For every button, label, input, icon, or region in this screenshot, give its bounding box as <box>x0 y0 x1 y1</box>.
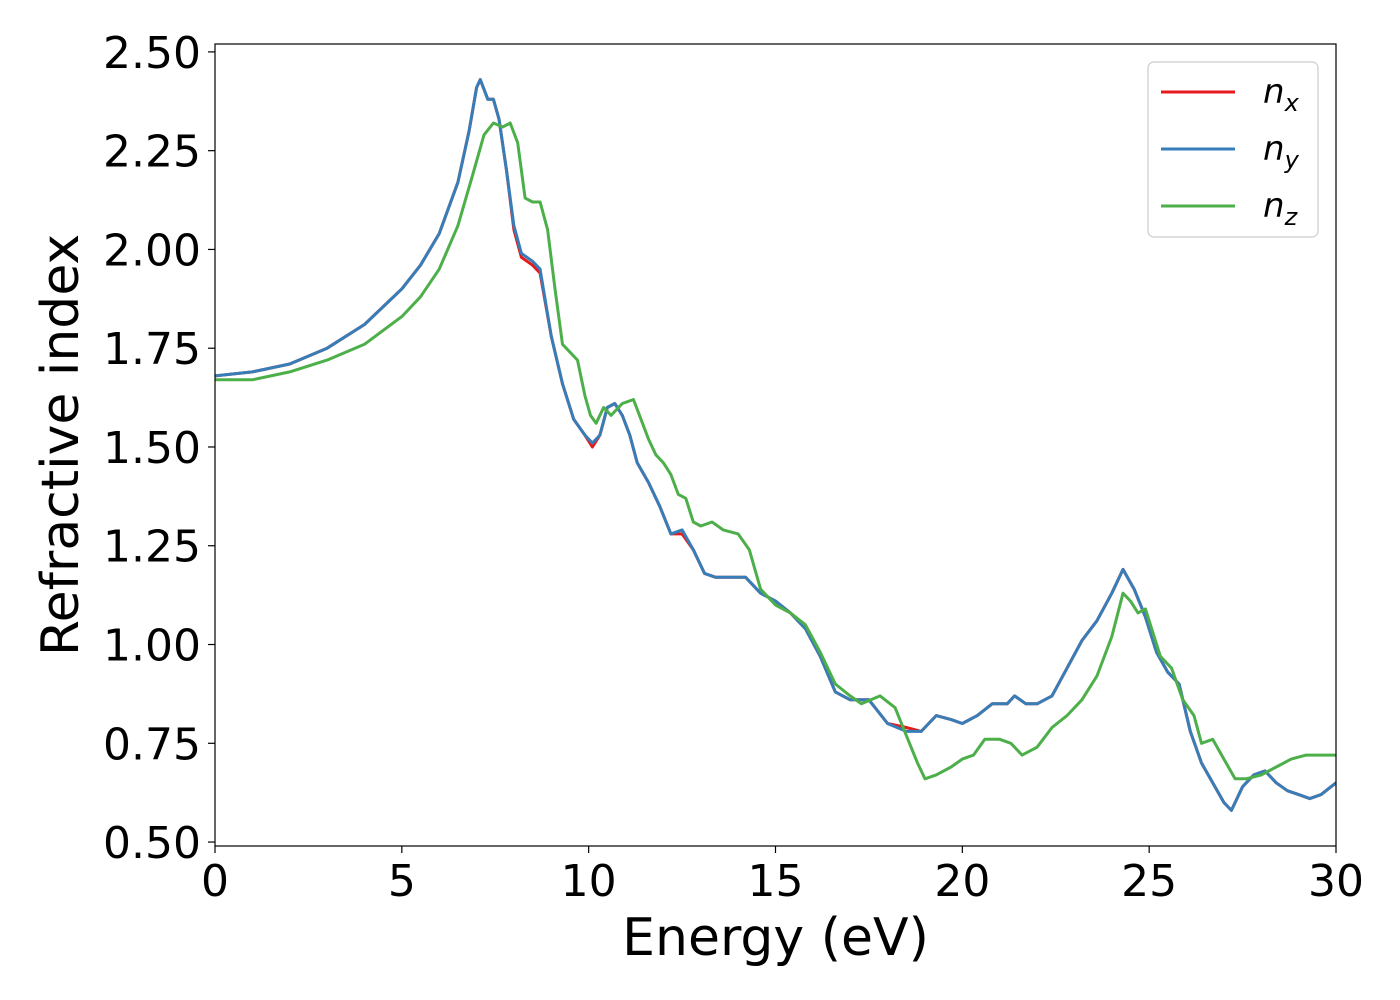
legend: nx ny nz <box>1147 61 1319 238</box>
y-tick-label: 1.25 <box>103 522 201 573</box>
x-tick-label: 20 <box>934 856 990 907</box>
legend-label-ny: ny <box>1263 129 1300 174</box>
y-tick-label: 1.00 <box>103 621 201 672</box>
x-tick-label: 0 <box>201 856 229 907</box>
y-axis: 0.50 0.75 1.00 1.25 1.50 1.75 2.00 2.25 2.50 <box>103 28 215 869</box>
legend-label-nz: nz <box>1263 186 1299 231</box>
x-tick-label: 10 <box>561 856 617 907</box>
x-tick-label: 30 <box>1308 856 1364 907</box>
series-layer <box>215 78 1336 812</box>
x-axis: 0 5 10 15 20 25 30 <box>201 846 1364 907</box>
y-tick-label: 2.50 <box>103 28 201 79</box>
y-tick-label: 0.75 <box>103 719 201 770</box>
legend-label-nx: nx <box>1263 72 1300 117</box>
series-line-nz <box>215 121 1336 781</box>
x-tick-label: 15 <box>748 856 804 907</box>
y-tick-label: 2.25 <box>103 127 201 178</box>
x-axis-title: Energy (eV) <box>622 908 929 968</box>
x-tick-label: 5 <box>388 856 416 907</box>
y-axis-title: Refractive index <box>31 234 91 656</box>
y-tick-label: 1.75 <box>103 324 201 375</box>
x-tick-label: 25 <box>1121 856 1177 907</box>
y-tick-label: 0.50 <box>103 818 201 869</box>
y-tick-label: 2.00 <box>103 225 201 276</box>
y-tick-label: 1.50 <box>103 423 201 474</box>
